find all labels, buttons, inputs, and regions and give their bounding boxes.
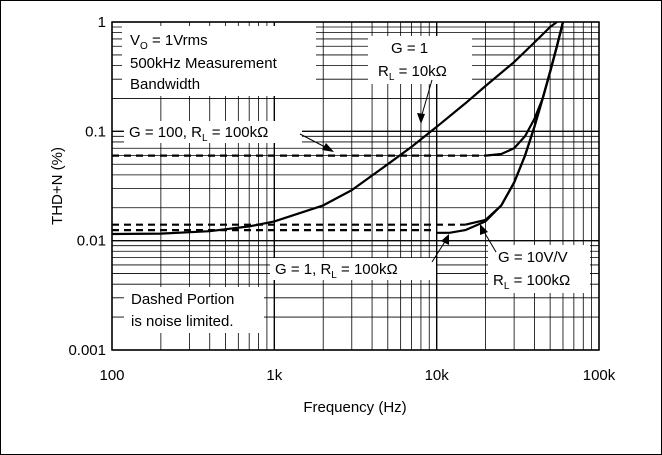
curves [111, 21, 565, 236]
noise-line2: is noise limited. [131, 313, 234, 330]
series-line-6 [436, 21, 565, 234]
x-tick-label: 100k [583, 367, 616, 384]
plot-border [111, 21, 600, 351]
g1-rl100k-box [270, 258, 436, 280]
x-tick-label: 10k [425, 367, 450, 384]
g1-rl10k-line1: G = 1 [391, 40, 428, 57]
tick-labels: 100 1k 10k 100k 0.001 0.01 0.1 1 [68, 14, 615, 384]
noise-box [124, 287, 264, 333]
g100-label: G = 100, RL = 100kΩ [129, 124, 268, 144]
conditions-line3: Bandwidth [130, 76, 200, 93]
g10-line1: G = 10V/V [498, 249, 568, 266]
x-axis-label: Frequency (Hz) [303, 399, 406, 416]
x-tick-label: 100 [99, 367, 124, 384]
g1-rl100k-arrowhead [441, 234, 449, 245]
g100-arrowhead [322, 143, 334, 152]
g1-rl10k-line2: RL = 10kΩ [378, 63, 447, 83]
x-tick-label: 1k [266, 367, 282, 384]
series-line-0 [111, 21, 558, 236]
g10-leader [482, 229, 497, 253]
y-axis-label: THD+N (%) [49, 147, 66, 225]
y-tick-label: 0.01 [77, 233, 106, 250]
g1-rl10k-arrowhead [417, 113, 425, 124]
g10-arrowhead [480, 224, 488, 235]
g100-leader [299, 133, 328, 149]
conditions-box [122, 26, 316, 96]
noise-line1: Dashed Portion [131, 291, 234, 308]
g100-box [124, 121, 302, 143]
y-tick-label: 1 [98, 14, 106, 31]
conditions-line1: VO = 1Vrms [130, 32, 208, 52]
y-tick-label: 0.1 [85, 123, 106, 140]
g10-box [488, 245, 590, 293]
g1-rl10k-box [368, 36, 472, 84]
g1-rl10k-leader [420, 79, 433, 119]
g1-rl100k-leader [431, 239, 447, 263]
annotations: VO = 1Vrms 500kHz Measurement Bandwidth … [122, 26, 590, 333]
g10-line2: RL = 100kΩ [493, 272, 570, 292]
conditions-line2: 500kHz Measurement [130, 55, 278, 72]
g1-rl100k-label: G = 1, RL = 100kΩ [275, 261, 398, 281]
y-tick-label: 0.001 [68, 342, 106, 359]
series-line-2 [485, 21, 565, 157]
